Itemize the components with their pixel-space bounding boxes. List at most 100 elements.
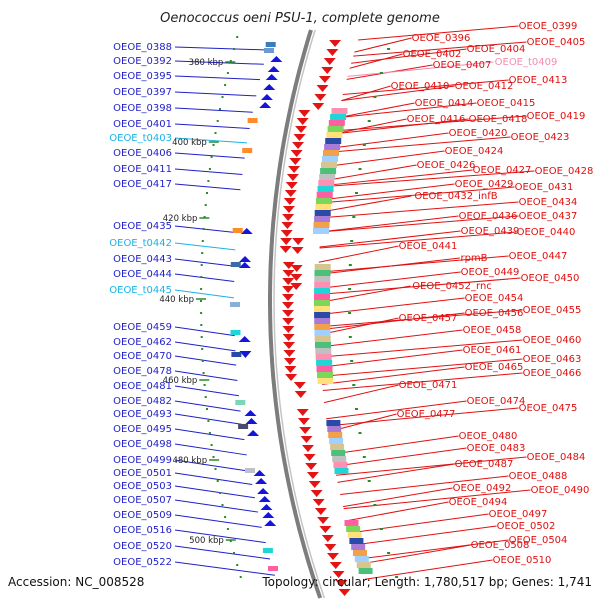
- right-gene-label[interactable]: OEOE_t0409: [495, 57, 558, 68]
- right-gene-label[interactable]: OEOE_0475: [519, 403, 578, 414]
- left-gene-label[interactable]: OEOE_0481: [113, 381, 172, 392]
- right-gene-label[interactable]: OEOE_0432_infB: [414, 191, 497, 202]
- gene-block: [230, 262, 241, 267]
- left-gene-label[interactable]: OEOE_0493: [113, 409, 172, 420]
- right-gene-label[interactable]: OEOE_0436: [459, 211, 518, 222]
- right-gene-label[interactable]: OEOE_0504: [509, 535, 568, 546]
- right-gene-label[interactable]: OEOE_0405: [527, 37, 586, 48]
- right-gene-label[interactable]: OEOE_0465: [465, 362, 524, 373]
- right-gene-label[interactable]: OEOE_0480: [459, 431, 518, 442]
- right-gene-label[interactable]: OEOE_0420: [449, 128, 508, 139]
- right-gene-label[interactable]: OEOE_0497: [489, 509, 548, 520]
- right-leader-line: [335, 456, 527, 476]
- right-gene-label[interactable]: OEOE_0410: [391, 81, 450, 92]
- left-gene-label[interactable]: OEOE_0397: [113, 87, 172, 98]
- right-gene-label[interactable]: OEOE_0437: [519, 211, 578, 222]
- right-gene-label[interactable]: OEOE_0450: [521, 273, 580, 284]
- left-gene-label[interactable]: OEOE_0401: [113, 119, 172, 130]
- right-gene-label[interactable]: OEOE_0474: [467, 396, 526, 407]
- left-gene-label[interactable]: OEOE_0435: [113, 221, 172, 232]
- right-gene-label[interactable]: OEOE_0426: [417, 160, 476, 171]
- left-gene-label[interactable]: OEOE_0395: [113, 71, 172, 82]
- left-gene-label[interactable]: OEOE_0516: [113, 525, 172, 536]
- right-gene-label[interactable]: OEOE_0457: [399, 313, 458, 324]
- right-gene-label[interactable]: OEOE_0502: [497, 521, 556, 532]
- left-gene-label[interactable]: OEOE_0444: [113, 269, 172, 280]
- left-gene-label[interactable]: OEOE_0470: [113, 351, 172, 362]
- right-gene-label[interactable]: OEOE_0407: [433, 60, 492, 71]
- right-gene-label[interactable]: OEOE_0424: [445, 146, 504, 157]
- right-gene-label[interactable]: OEOE_0483: [467, 443, 526, 454]
- gene-arrow: [316, 85, 329, 92]
- right-gene-label[interactable]: OEOE_0418: [469, 114, 528, 125]
- left-gene-label[interactable]: OEOE_0522: [113, 557, 172, 568]
- right-gene-label[interactable]: OEOE_0490: [531, 485, 590, 496]
- left-gene-label[interactable]: OEOE_0482: [113, 396, 172, 407]
- left-gene-label[interactable]: OEOE_0520: [113, 541, 172, 552]
- scale-dot: [201, 240, 204, 242]
- right-gene-label[interactable]: OEOE_0402: [403, 49, 462, 60]
- right-gene-label[interactable]: OEOE_0439: [461, 226, 520, 237]
- right-gene-label[interactable]: OEOE_0434: [519, 197, 578, 208]
- right-gene-label[interactable]: OEOE_0415: [477, 98, 536, 109]
- right-gene-label[interactable]: OEOE_0471: [399, 380, 458, 391]
- right-gene-label[interactable]: OEOE_0431: [515, 182, 574, 193]
- right-gene-label[interactable]: OEOE_0460: [523, 335, 582, 346]
- right-gene-label[interactable]: OEOE_0416: [407, 114, 466, 125]
- left-gene-label[interactable]: OEOE_0417: [113, 179, 172, 190]
- left-gene-label[interactable]: OEOE_0462: [113, 337, 172, 348]
- right-gene-label[interactable]: OEOE_0494: [449, 497, 508, 508]
- right-gene-label[interactable]: OEOE_0404: [467, 44, 526, 55]
- right-gene-label[interactable]: OEOE_0484: [527, 452, 586, 463]
- right-gene-label[interactable]: OEOE_0510: [493, 555, 552, 566]
- right-gene-label[interactable]: OEOE_0441: [399, 241, 458, 252]
- left-gene-label[interactable]: OEOE_0406: [113, 148, 172, 159]
- right-gene-label[interactable]: OEOE_0440: [517, 227, 576, 238]
- left-gene-label[interactable]: OEOE_t0442: [109, 238, 172, 249]
- right-gene-label[interactable]: OEOE_0449: [461, 267, 520, 278]
- right-gene-label[interactable]: OEOE_0455: [523, 305, 582, 316]
- left-gene-label[interactable]: OEOE_0501: [113, 468, 172, 479]
- right-gene-label[interactable]: OEOE_0456: [465, 308, 524, 319]
- right-gene-label[interactable]: rpmB: [460, 253, 487, 264]
- left-gene-label[interactable]: OEOE_0498: [113, 439, 172, 450]
- right-gene-label[interactable]: OEOE_0413: [509, 75, 568, 86]
- right-gene-label[interactable]: OEOE_0412: [455, 81, 514, 92]
- left-gene-label[interactable]: OEOE_0388: [113, 42, 172, 53]
- right-gene-label[interactable]: OEOE_0414: [415, 98, 474, 109]
- right-gene-label[interactable]: OEOE_0458: [463, 325, 522, 336]
- left-gene-label[interactable]: OEOE_t0445: [109, 285, 172, 296]
- left-gene-label[interactable]: OEOE_0499: [113, 455, 172, 466]
- left-gene-label[interactable]: OEOE_t0403: [109, 133, 172, 144]
- right-gene-label[interactable]: OEOE_0454: [465, 293, 524, 304]
- left-gene-label[interactable]: OEOE_0411: [113, 164, 172, 175]
- left-leader-line: [174, 529, 266, 544]
- right-gene-label[interactable]: OEOE_0419: [527, 111, 586, 122]
- left-gene-label[interactable]: OEOE_0398: [113, 103, 172, 114]
- right-gene-label[interactable]: OEOE_0488: [509, 471, 568, 482]
- right-gene-label[interactable]: OEOE_0463: [523, 354, 582, 365]
- left-gene-label[interactable]: OEOE_0507: [113, 495, 172, 506]
- left-gene-label[interactable]: OEOE_0495: [113, 424, 172, 435]
- left-gene-label[interactable]: OEOE_0392: [113, 56, 172, 67]
- left-gene-label[interactable]: OEOE_0478: [113, 366, 172, 377]
- right-gene-label[interactable]: OEOE_0508: [471, 540, 530, 551]
- right-gene-label[interactable]: OEOE_0428: [535, 166, 594, 177]
- right-gene-label[interactable]: OEOE_0447: [509, 251, 568, 262]
- left-gene-label[interactable]: OEOE_0443: [113, 254, 172, 265]
- right-gene-label[interactable]: OEOE_0423: [511, 132, 570, 143]
- right-gene-label[interactable]: OEOE_0477: [397, 409, 456, 420]
- right-gene-label[interactable]: OEOE_0429: [455, 179, 514, 190]
- right-gene-label[interactable]: OEOE_0427: [473, 165, 532, 176]
- gene-block: [242, 148, 253, 153]
- right-gene-label[interactable]: OEOE_0492: [453, 483, 512, 494]
- right-gene-label[interactable]: OEOE_0487: [455, 459, 514, 470]
- left-gene-label[interactable]: OEOE_0503: [113, 481, 172, 492]
- right-gene-label[interactable]: OEOE_0466: [523, 368, 582, 379]
- right-gene-label[interactable]: OEOE_0461: [463, 345, 522, 356]
- right-gene-label[interactable]: OEOE_0452_rnc: [412, 281, 492, 292]
- left-gene-label[interactable]: OEOE_0509: [113, 510, 172, 521]
- right-gene-label[interactable]: OEOE_0396: [412, 33, 471, 44]
- right-gene-label[interactable]: OEOE_0399: [519, 21, 578, 32]
- left-gene-label[interactable]: OEOE_0459: [113, 322, 172, 333]
